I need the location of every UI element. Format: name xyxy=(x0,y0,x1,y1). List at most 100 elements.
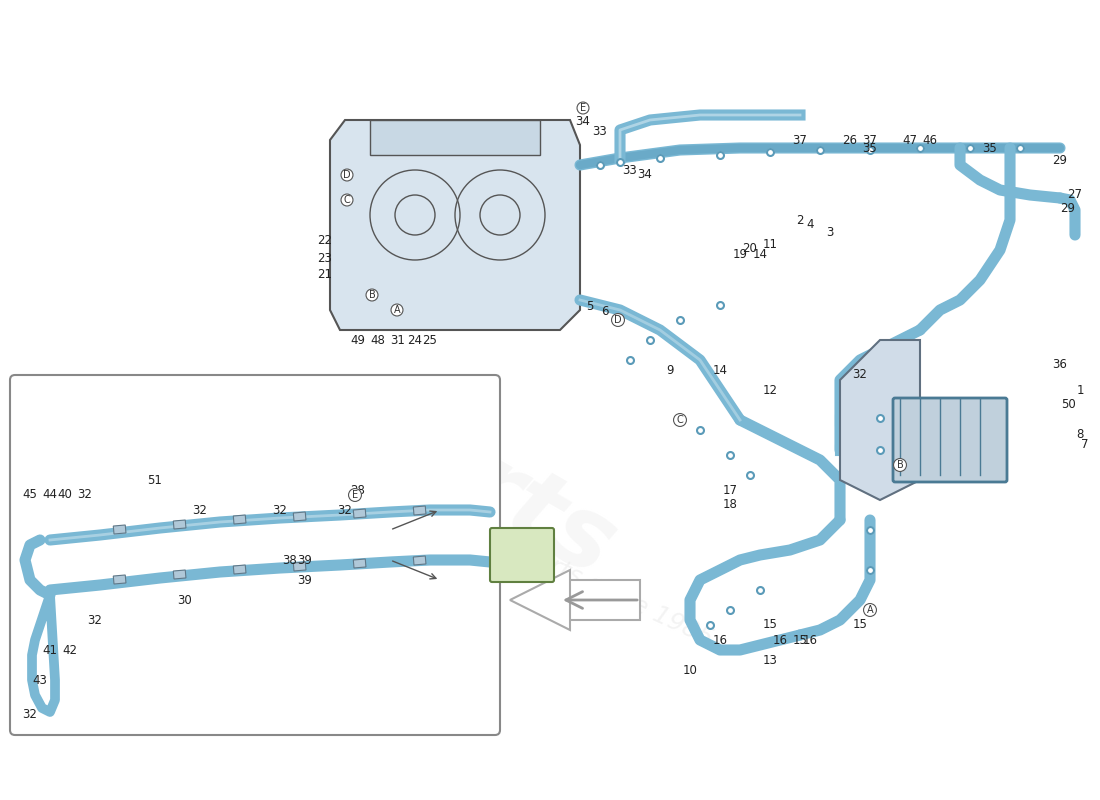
Text: 1: 1 xyxy=(1076,383,1084,397)
Bar xyxy=(233,515,246,524)
Text: 10: 10 xyxy=(683,663,697,677)
Bar xyxy=(113,525,127,534)
FancyBboxPatch shape xyxy=(490,528,554,582)
Text: 19: 19 xyxy=(733,249,748,262)
Text: 30: 30 xyxy=(177,594,192,606)
Text: 43: 43 xyxy=(33,674,47,686)
Bar xyxy=(294,562,306,571)
Text: 29: 29 xyxy=(1053,154,1067,166)
Text: 15: 15 xyxy=(762,618,778,631)
Text: 46: 46 xyxy=(923,134,937,146)
Text: 7: 7 xyxy=(1081,438,1089,451)
Polygon shape xyxy=(370,120,540,155)
Text: 16: 16 xyxy=(803,634,817,646)
Text: 35: 35 xyxy=(862,142,878,154)
Text: 23: 23 xyxy=(318,251,332,265)
Bar xyxy=(294,512,306,521)
Text: 49: 49 xyxy=(351,334,365,346)
Bar xyxy=(414,506,426,515)
Text: 32: 32 xyxy=(852,369,868,382)
Text: 51: 51 xyxy=(147,474,163,486)
Text: 15: 15 xyxy=(852,618,868,631)
Bar xyxy=(353,559,366,568)
Bar xyxy=(174,520,186,529)
Bar xyxy=(113,575,127,584)
Text: B: B xyxy=(368,290,375,300)
Text: 4: 4 xyxy=(806,218,814,231)
Text: 32: 32 xyxy=(23,709,37,722)
Text: 44: 44 xyxy=(43,489,57,502)
FancyBboxPatch shape xyxy=(10,375,500,735)
Text: 6: 6 xyxy=(602,305,608,318)
Text: 34: 34 xyxy=(575,115,591,128)
Text: 26: 26 xyxy=(843,134,858,146)
Text: 12: 12 xyxy=(762,383,778,397)
Text: 32: 32 xyxy=(273,503,287,517)
Text: 37: 37 xyxy=(862,134,878,146)
Text: B: B xyxy=(896,460,903,470)
Text: 14: 14 xyxy=(752,249,768,262)
Text: 33: 33 xyxy=(623,163,637,177)
Text: A: A xyxy=(867,605,873,615)
Text: 21: 21 xyxy=(318,269,332,282)
Polygon shape xyxy=(510,570,570,630)
Text: 15: 15 xyxy=(793,634,807,646)
Bar xyxy=(353,509,366,518)
Text: 8: 8 xyxy=(1076,429,1084,442)
Text: 9: 9 xyxy=(667,363,673,377)
Text: 11: 11 xyxy=(762,238,778,251)
Text: 28: 28 xyxy=(351,483,365,497)
Text: a passion for parts since 1985: a passion for parts since 1985 xyxy=(364,470,716,650)
Polygon shape xyxy=(330,120,580,330)
Polygon shape xyxy=(565,580,640,620)
Text: 2: 2 xyxy=(796,214,804,226)
Text: 38: 38 xyxy=(283,554,297,566)
Text: 35: 35 xyxy=(982,142,998,154)
Text: 3: 3 xyxy=(826,226,834,238)
Text: 13: 13 xyxy=(762,654,778,666)
Text: 16: 16 xyxy=(772,634,788,646)
Text: 14: 14 xyxy=(713,363,727,377)
Text: 33: 33 xyxy=(593,125,607,138)
Text: 40: 40 xyxy=(57,489,73,502)
Text: 32: 32 xyxy=(192,503,208,517)
Text: C: C xyxy=(676,415,683,425)
Text: 20: 20 xyxy=(742,242,758,254)
Text: 32: 32 xyxy=(338,503,352,517)
FancyBboxPatch shape xyxy=(893,398,1006,482)
Text: 22: 22 xyxy=(318,234,332,246)
Text: E: E xyxy=(580,103,586,113)
Text: 34: 34 xyxy=(638,169,652,182)
Text: D: D xyxy=(343,170,351,180)
Text: 18: 18 xyxy=(723,498,737,511)
Text: 17: 17 xyxy=(723,483,737,497)
Text: 29: 29 xyxy=(1060,202,1076,214)
Text: 24: 24 xyxy=(407,334,422,346)
Text: 39: 39 xyxy=(298,554,312,566)
Text: 48: 48 xyxy=(371,334,385,346)
Text: 39: 39 xyxy=(298,574,312,586)
Bar xyxy=(174,570,186,579)
Text: 36: 36 xyxy=(1053,358,1067,371)
Text: 32: 32 xyxy=(78,489,92,502)
Text: A: A xyxy=(394,305,400,315)
Text: 45: 45 xyxy=(23,489,37,502)
Polygon shape xyxy=(840,340,920,500)
Text: D: D xyxy=(614,315,622,325)
Text: parts: parts xyxy=(328,364,632,596)
Text: 25: 25 xyxy=(422,334,438,346)
Text: 16: 16 xyxy=(713,634,727,646)
Bar xyxy=(233,565,246,574)
Text: 27: 27 xyxy=(1067,189,1082,202)
Text: 32: 32 xyxy=(88,614,102,626)
Text: 47: 47 xyxy=(902,134,917,146)
Text: 37: 37 xyxy=(793,134,807,146)
Bar xyxy=(414,556,426,565)
FancyArrowPatch shape xyxy=(565,592,637,608)
Text: 31: 31 xyxy=(390,334,406,346)
Text: 5: 5 xyxy=(586,300,594,313)
Text: 42: 42 xyxy=(63,643,77,657)
Text: E: E xyxy=(352,490,359,500)
Text: 41: 41 xyxy=(43,643,57,657)
Text: C: C xyxy=(343,195,351,205)
